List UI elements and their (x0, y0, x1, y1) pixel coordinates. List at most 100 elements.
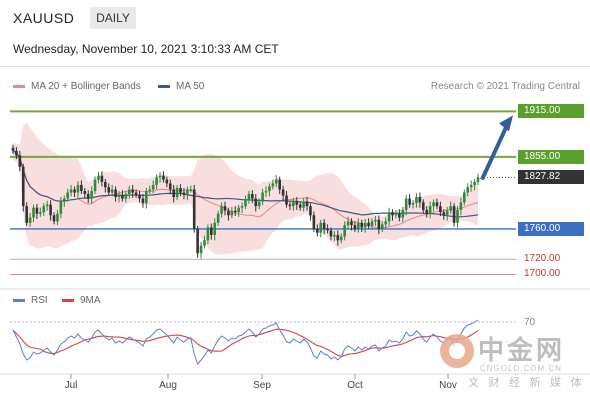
candle-body (230, 210, 234, 216)
candle-body (401, 209, 405, 218)
candle-body (21, 166, 25, 207)
bollinger-band-area (13, 122, 478, 255)
candle-body (326, 228, 329, 231)
candle-body (138, 194, 141, 199)
level-tag-1760-00: 1760.00 (518, 221, 584, 236)
symbol-label: XAUUSD (13, 10, 75, 26)
candle-body (343, 225, 346, 237)
candle-body (220, 206, 223, 214)
month-label-nov: Nov (439, 380, 457, 391)
candle-body (69, 189, 73, 193)
candle-body (11, 147, 15, 151)
candle-body (59, 201, 63, 214)
candle-body (97, 175, 100, 180)
candle-body (302, 201, 305, 208)
candle-body (189, 189, 193, 191)
candle-body (271, 183, 275, 187)
candle-body (319, 222, 323, 233)
candle-body (121, 194, 124, 199)
legend-item-ma20: MA 20 + Bollinger Bands (13, 81, 141, 92)
rsi-9ma-line (12, 328, 479, 357)
candle-body (100, 175, 104, 182)
candle-body (186, 189, 189, 195)
legend-label: 9MA (80, 295, 101, 306)
candle-body (251, 194, 254, 199)
candle-body (350, 221, 353, 226)
header-divider (0, 66, 590, 67)
candle-body (127, 189, 131, 195)
candle-body (145, 191, 148, 204)
candle-body (466, 187, 470, 193)
candle-body (39, 212, 42, 214)
candle-body (357, 222, 360, 229)
candle-body (206, 227, 210, 241)
candle-body (367, 222, 370, 226)
candle-body (240, 206, 244, 208)
candle-body (476, 177, 480, 182)
candle-body (353, 225, 357, 229)
candle-body (425, 209, 429, 214)
rsi-swatch (13, 298, 25, 302)
candle-body (329, 230, 333, 237)
candle-body (237, 207, 240, 213)
candle-body (199, 245, 203, 254)
candle-body (45, 204, 49, 207)
candle-body (309, 206, 312, 216)
month-axis: Jul Aug Sep Oct Nov (0, 373, 590, 391)
candle-body (391, 212, 394, 216)
candle-body (203, 240, 206, 246)
ma20-swatch (13, 84, 25, 88)
candle-body (42, 206, 46, 213)
month-label-jul: Jul (65, 380, 78, 391)
candle-body (124, 194, 128, 199)
forecast-arrow (480, 115, 513, 181)
candle-body (428, 206, 432, 214)
candle-body (298, 204, 302, 208)
candle-body (76, 184, 80, 193)
candle-body (158, 175, 162, 178)
ma50-swatch (158, 84, 170, 88)
legend-label: RSI (31, 295, 48, 306)
candle-body (227, 210, 230, 216)
chart-datetime: Wednesday, November 10, 2021 3:10:33 AM … (13, 42, 279, 56)
candle-body (439, 206, 442, 213)
legend-item-ma50: MA 50 (158, 81, 204, 92)
candle-body (261, 192, 264, 202)
candle-body (370, 221, 374, 226)
month-label-aug: Aug (159, 380, 177, 391)
candle-body (360, 222, 364, 228)
cngold-watermark: 中金网 CNGOLD.COM.CN 文 财 经 新 媒 体 (440, 330, 590, 400)
timeframe-button[interactable]: DAILY (90, 7, 136, 29)
candle-body (398, 213, 401, 218)
candle-body (459, 202, 463, 210)
research-credit: Research © 2021 Trading Central (430, 81, 580, 92)
candle-body (32, 207, 35, 218)
candle-body (216, 213, 220, 223)
candle-body (442, 212, 446, 216)
candle-body (131, 189, 134, 193)
forecast-arrow-head (499, 115, 513, 132)
candle-body (56, 213, 59, 222)
rsi-panel: 70 (0, 288, 590, 365)
candle-body (288, 204, 292, 207)
candle-body (404, 198, 408, 210)
candle-body (346, 221, 350, 226)
candle-body (452, 206, 456, 223)
candle-body (28, 217, 32, 223)
candle-body (117, 194, 121, 198)
candle-body (456, 209, 459, 223)
candle-body (179, 187, 182, 193)
candle-body (336, 234, 340, 241)
candle-body (90, 191, 93, 199)
candle-body (223, 206, 227, 211)
legend-label: MA 50 (176, 81, 205, 92)
candle-body (86, 194, 90, 199)
bollinger-bands (13, 122, 478, 255)
candle-body (473, 181, 476, 185)
candle-body (339, 236, 343, 241)
candle-body (141, 198, 145, 204)
candle-body (165, 179, 169, 184)
candle-body (18, 155, 22, 167)
month-label-oct: Oct (347, 380, 363, 391)
candle-body (25, 206, 28, 223)
